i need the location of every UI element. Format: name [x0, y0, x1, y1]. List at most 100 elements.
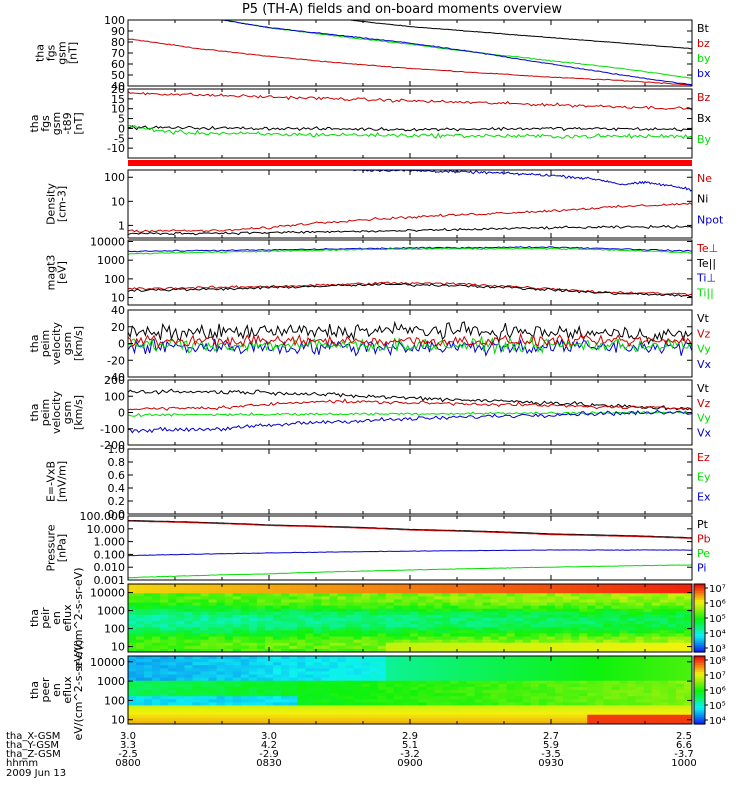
heatmap-cell	[184, 608, 194, 613]
heatmap-cell	[506, 645, 516, 650]
heatmap-cell	[611, 608, 621, 613]
heatmap-cell	[281, 602, 290, 607]
heatmap-cell	[152, 584, 161, 588]
heatmap-cell	[200, 599, 210, 604]
heatmap-cell	[377, 714, 387, 719]
heatmap-cell	[490, 683, 500, 688]
heatmap-cell	[571, 593, 580, 597]
heatmap-cell	[571, 680, 580, 685]
heatmap-cell	[128, 584, 137, 588]
heatmap-cell	[281, 690, 290, 694]
heatmap-cell	[619, 680, 629, 685]
heatmap-cell	[128, 668, 137, 673]
heatmap-cell	[627, 656, 637, 660]
heatmap-cell	[248, 708, 258, 713]
heatmap-cell	[128, 705, 137, 710]
heatmap-cell	[152, 630, 161, 635]
heatmap-cell	[514, 633, 524, 638]
heatmap-cell	[611, 648, 621, 652]
series-line-bx	[128, 125, 692, 132]
heatmap-cell	[482, 702, 492, 707]
heatmap-cell	[595, 639, 604, 644]
heatmap-cell	[273, 711, 282, 716]
heatmap-cell	[619, 674, 629, 679]
heatmap-cell	[603, 677, 613, 682]
heatmap-cell	[144, 605, 153, 610]
heatmap-cell	[611, 627, 621, 631]
heatmap-cell	[152, 720, 161, 724]
heatmap-cell	[627, 624, 637, 628]
colorbar-step	[694, 613, 705, 617]
heatmap-cell	[595, 611, 604, 616]
heatmap-cell	[353, 662, 363, 666]
heatmap-cell	[603, 656, 613, 660]
heatmap-cell	[192, 602, 202, 607]
heatmap-cell	[305, 593, 314, 597]
heatmap-cell	[240, 645, 250, 650]
heatmap-cell	[514, 717, 524, 722]
heatmap-cell	[538, 662, 548, 666]
heatmap-cell	[337, 587, 347, 591]
heatmap-cell	[514, 599, 524, 604]
heatmap-cell	[555, 702, 564, 707]
heatmap-cell	[377, 656, 387, 660]
heatmap-cell	[353, 668, 363, 673]
heatmap-cell	[683, 696, 692, 700]
heatmap-cell	[635, 633, 645, 638]
heatmap-cell	[675, 659, 685, 663]
heatmap-cell	[401, 708, 411, 713]
heatmap-cell	[466, 717, 476, 722]
heatmap-cell	[152, 665, 161, 669]
heatmap-cell	[611, 639, 621, 644]
heatmap-cell	[385, 683, 395, 688]
heatmap-cell	[466, 668, 476, 673]
heatmap-cell	[522, 696, 532, 700]
heatmap-cell	[603, 627, 613, 631]
heatmap-cell	[168, 720, 177, 724]
heatmap-cell	[393, 659, 403, 663]
heatmap-cell	[160, 590, 169, 594]
heatmap-cell	[289, 605, 298, 610]
heatmap-cell	[224, 680, 234, 685]
heatmap-cell	[200, 608, 210, 613]
heatmap-cell	[506, 711, 516, 716]
heatmap-cell	[273, 705, 282, 710]
heatmap-cell	[361, 720, 371, 724]
heatmap-cell	[401, 705, 411, 710]
heatmap-cell	[289, 633, 298, 638]
heatmap-cell	[216, 636, 226, 641]
heatmap-cell	[667, 633, 677, 638]
heatmap-cell	[216, 659, 226, 663]
colorbar-step	[694, 669, 705, 673]
heatmap-cell	[393, 618, 403, 622]
heatmap-cell	[579, 677, 588, 682]
heatmap-cell	[152, 633, 161, 638]
heatmap-cell	[490, 662, 500, 666]
heatmap-cell	[571, 624, 580, 628]
heatmap-cell	[289, 590, 298, 594]
heatmap-cell	[563, 605, 572, 610]
heatmap-cell	[579, 686, 588, 691]
heatmap-cell	[635, 648, 645, 652]
heatmap-cell	[297, 590, 306, 594]
heatmap-cell	[192, 708, 202, 713]
heatmap-cell	[667, 720, 677, 724]
heatmap-cell	[345, 674, 355, 679]
heatmap-cell	[337, 642, 347, 647]
heatmap-cell	[224, 686, 234, 691]
heatmap-cell	[538, 699, 548, 703]
heatmap-cell	[530, 680, 540, 685]
heatmap-cell	[506, 714, 516, 719]
heatmap-cell	[176, 633, 185, 638]
heatmap-cell	[595, 618, 604, 622]
heatmap-cell	[144, 611, 153, 616]
heatmap-cell	[208, 668, 218, 673]
heatmap-cell	[361, 584, 371, 588]
heatmap-cell	[522, 711, 532, 716]
heatmap-cell	[264, 630, 274, 635]
colorbar-tick-label: 10⁶	[709, 599, 726, 610]
legend-entry-te⊥: Te⊥	[696, 242, 718, 255]
heatmap-cell	[675, 717, 685, 722]
heatmap-cell	[273, 671, 282, 676]
heatmap-cell	[176, 714, 185, 719]
